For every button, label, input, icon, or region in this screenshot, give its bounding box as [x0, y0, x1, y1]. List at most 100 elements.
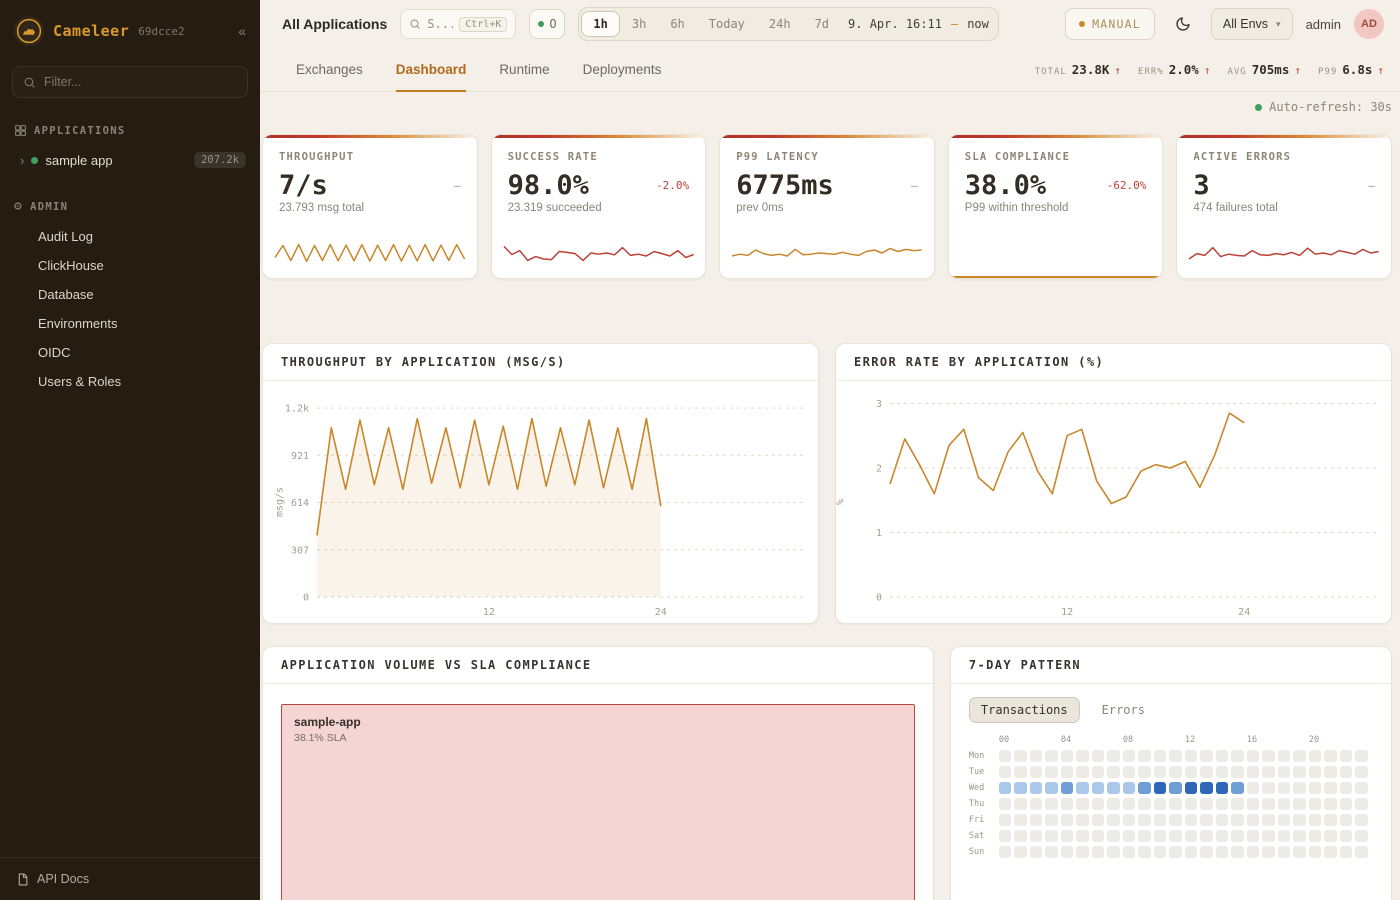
- heatmap-cell[interactable]: [1339, 846, 1353, 858]
- heatmap-cell[interactable]: [1076, 766, 1089, 778]
- tab-runtime[interactable]: Runtime: [499, 61, 550, 77]
- heatmap-cell[interactable]: [1231, 846, 1244, 858]
- sidebar-item-audit-log[interactable]: Audit Log: [38, 229, 93, 244]
- heatmap-cell[interactable]: [1107, 846, 1120, 858]
- heatmap-cell[interactable]: [1153, 814, 1167, 826]
- heatmap-cell[interactable]: [1308, 830, 1322, 842]
- heatmap-cell[interactable]: [1200, 814, 1213, 826]
- heatmap-cell[interactable]: [998, 830, 1012, 842]
- heatmap-cell[interactable]: [1060, 846, 1074, 858]
- toggle-errors[interactable]: Errors: [1090, 697, 1157, 723]
- heatmap-cell[interactable]: [1339, 830, 1353, 842]
- env-select[interactable]: All Envs ▾: [1210, 8, 1293, 40]
- heatmap-cell[interactable]: [1107, 830, 1120, 842]
- heatmap-cell[interactable]: [1091, 798, 1105, 810]
- heatmap-cell[interactable]: [1293, 814, 1306, 826]
- heatmap-cell[interactable]: [1107, 798, 1120, 810]
- api-docs-link[interactable]: API Docs: [0, 857, 260, 900]
- heatmap-cell[interactable]: [1122, 766, 1136, 778]
- heatmap-cell[interactable]: [1246, 814, 1260, 826]
- manual-mode-button[interactable]: MANUAL: [1065, 8, 1155, 40]
- heatmap-cell[interactable]: [1231, 814, 1244, 826]
- heatmap-cell[interactable]: [1122, 830, 1136, 842]
- heatmap-cell[interactable]: [1215, 830, 1229, 842]
- heatmap-cell[interactable]: [1293, 750, 1306, 762]
- tab-exchanges[interactable]: Exchanges: [296, 61, 363, 77]
- heatmap-cell[interactable]: [1262, 846, 1275, 858]
- sidebar-item-database[interactable]: Database: [38, 287, 94, 302]
- heatmap-cell[interactable]: [1014, 782, 1027, 794]
- heatmap-cell[interactable]: [1014, 750, 1027, 762]
- heatmap-cell[interactable]: [1200, 750, 1213, 762]
- heatmap-cell[interactable]: [1293, 766, 1306, 778]
- heatmap-cell[interactable]: [1076, 750, 1089, 762]
- heatmap-cell[interactable]: [1076, 830, 1089, 842]
- heatmap-cell[interactable]: [1324, 814, 1337, 826]
- heatmap-cell[interactable]: [1060, 798, 1074, 810]
- heatmap-cell[interactable]: [1308, 750, 1322, 762]
- heatmap-cell[interactable]: [1045, 830, 1058, 842]
- sidebar-item-users-roles[interactable]: Users & Roles: [38, 374, 122, 389]
- heatmap-cell[interactable]: [1138, 750, 1151, 762]
- heatmap-cell[interactable]: [1200, 846, 1213, 858]
- heatmap-cell[interactable]: [1355, 782, 1368, 794]
- heatmap-cell[interactable]: [1246, 846, 1260, 858]
- heatmap-cell[interactable]: [1138, 798, 1151, 810]
- heatmap-cell[interactable]: [998, 798, 1012, 810]
- dark-mode-toggle[interactable]: [1168, 9, 1198, 39]
- heatmap-cell[interactable]: [1138, 830, 1151, 842]
- heatmap-cell[interactable]: [1262, 798, 1275, 810]
- heatmap-cell[interactable]: [1045, 798, 1058, 810]
- heatmap-cell[interactable]: [1014, 846, 1027, 858]
- live-toggle[interactable]: O: [529, 9, 566, 39]
- heatmap-cell[interactable]: [998, 782, 1012, 794]
- heatmap-cell[interactable]: [1045, 814, 1058, 826]
- heatmap-cell[interactable]: [1308, 814, 1322, 826]
- time-range-3h[interactable]: 3h: [620, 11, 658, 37]
- heatmap-cell[interactable]: [1277, 766, 1291, 778]
- heatmap-cell[interactable]: [998, 814, 1012, 826]
- heatmap-cell[interactable]: [1246, 782, 1260, 794]
- heatmap-cell[interactable]: [1153, 766, 1167, 778]
- heatmap-cell[interactable]: [1184, 846, 1198, 858]
- sidebar-item-sample-app[interactable]: › sample app 207.2k: [0, 145, 260, 175]
- heatmap-cell[interactable]: [1107, 750, 1120, 762]
- heatmap-cell[interactable]: [1029, 798, 1043, 810]
- tab-deployments[interactable]: Deployments: [582, 61, 662, 77]
- heatmap-cell[interactable]: [1045, 766, 1058, 778]
- heatmap-cell[interactable]: [1308, 798, 1322, 810]
- heatmap-cell[interactable]: [1045, 782, 1058, 794]
- heatmap-cell[interactable]: [1029, 814, 1043, 826]
- heatmap-cell[interactable]: [1355, 798, 1368, 810]
- heatmap-cell[interactable]: [1169, 846, 1182, 858]
- heatmap-cell[interactable]: [1277, 798, 1291, 810]
- heatmap-cell[interactable]: [1355, 750, 1368, 762]
- heatmap-cell[interactable]: [1091, 766, 1105, 778]
- heatmap-cell[interactable]: [1138, 814, 1151, 826]
- heatmap-cell[interactable]: [998, 750, 1012, 762]
- heatmap-cell[interactable]: [1231, 766, 1244, 778]
- heatmap-cell[interactable]: [1029, 750, 1043, 762]
- heatmap-cell[interactable]: [1200, 830, 1213, 842]
- heatmap-cell[interactable]: [1076, 782, 1089, 794]
- time-range-1h[interactable]: 1h: [581, 11, 620, 37]
- heatmap-cell[interactable]: [1215, 846, 1229, 858]
- heatmap-cell[interactable]: [1246, 830, 1260, 842]
- heatmap-cell[interactable]: [1091, 814, 1105, 826]
- heatmap-cell[interactable]: [1215, 766, 1229, 778]
- heatmap-cell[interactable]: [1262, 766, 1275, 778]
- heatmap-cell[interactable]: [1169, 782, 1182, 794]
- heatmap-cell[interactable]: [1184, 798, 1198, 810]
- heatmap-cell[interactable]: [1138, 846, 1151, 858]
- heatmap-cell[interactable]: [1246, 798, 1260, 810]
- heatmap-cell[interactable]: [998, 846, 1012, 858]
- heatmap-cell[interactable]: [1339, 798, 1353, 810]
- heatmap-cell[interactable]: [1262, 830, 1275, 842]
- date-range-end[interactable]: now: [967, 17, 989, 31]
- heatmap-cell[interactable]: [1122, 782, 1136, 794]
- heatmap-cell[interactable]: [1045, 750, 1058, 762]
- heatmap-cell[interactable]: [1308, 846, 1322, 858]
- heatmap-cell[interactable]: [1184, 782, 1198, 794]
- heatmap-cell[interactable]: [1184, 750, 1198, 762]
- heatmap-cell[interactable]: [1277, 846, 1291, 858]
